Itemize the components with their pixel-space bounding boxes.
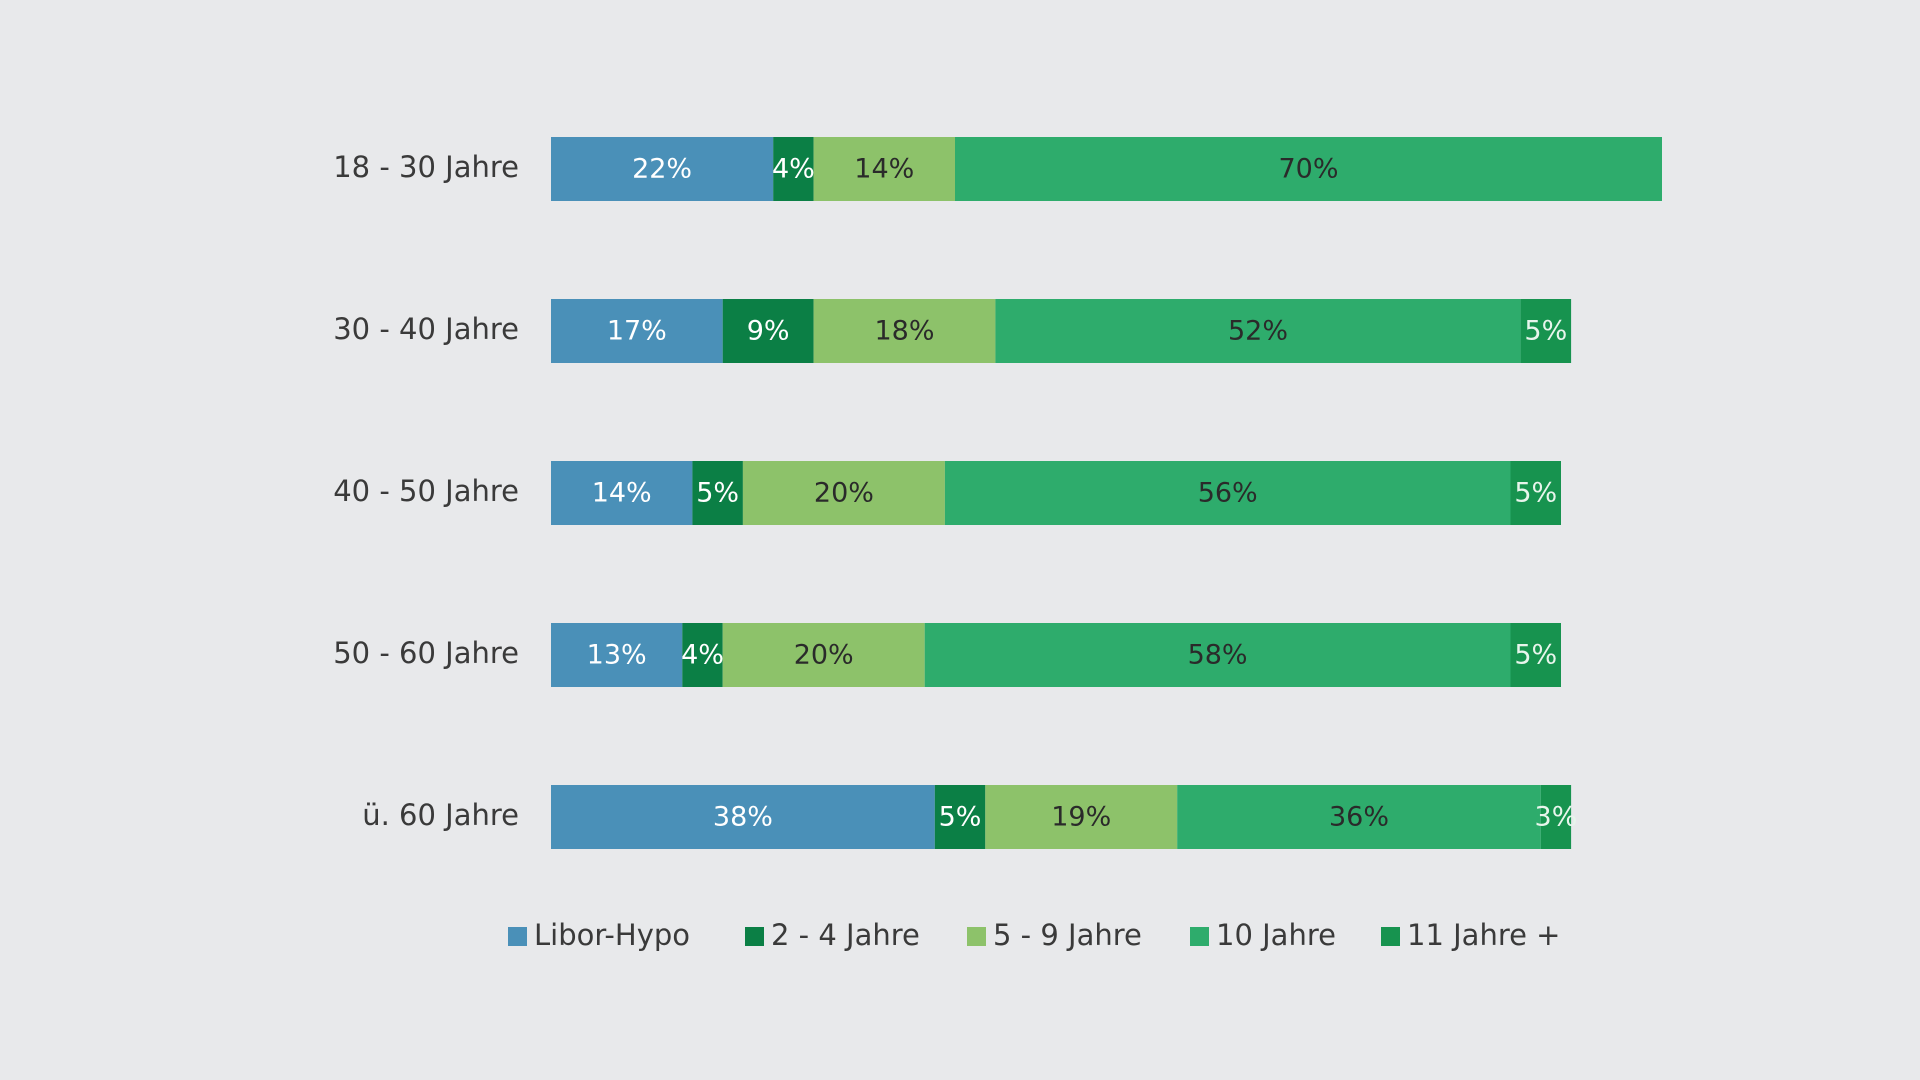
bar-segment [813,299,996,363]
bar-segment [934,785,986,849]
value-label: 14% [592,478,652,509]
legend-swatch [508,927,527,946]
value-label: 4% [681,640,724,671]
bar-segment [1510,461,1561,525]
value-label: 4% [772,154,815,185]
bar-segment [1510,623,1561,687]
value-label: 36% [1329,802,1389,833]
value-label: 5% [1514,478,1557,509]
bar-segment [722,623,925,687]
bar-segment [692,461,743,525]
bar-segment [722,299,814,363]
legend-swatch [1381,927,1400,946]
legend-swatch [967,927,986,946]
legend-label: 2 - 4 Jahre [771,918,920,952]
value-label: 20% [794,640,854,671]
value-label: 70% [1278,154,1338,185]
value-label: 17% [607,316,667,347]
category-label: 18 - 30 Jahre [333,150,519,184]
bar-segment [551,461,693,525]
legend-swatch [1190,927,1209,946]
value-label: 22% [632,154,692,185]
category-label: 50 - 60 Jahre [333,636,519,670]
legend-label: 10 Jahre [1216,918,1336,952]
value-label: 20% [814,478,874,509]
value-label: 19% [1051,802,1111,833]
bar-segment [1520,299,1572,363]
category-label: 40 - 50 Jahre [333,474,519,508]
value-label: 3% [1535,802,1578,833]
bar-segment [995,299,1521,363]
bar-segment [944,461,1511,525]
value-label: 38% [713,802,773,833]
value-label: 52% [1228,316,1288,347]
value-label: 13% [587,640,647,671]
bar-segment [682,623,723,687]
category-label: ü. 60 Jahre [362,798,519,832]
bar-segment [551,137,774,201]
bar-segment [1177,785,1541,849]
value-label: 58% [1188,640,1248,671]
legend-swatch [745,927,764,946]
value-label: 14% [854,154,914,185]
value-label: 56% [1198,478,1258,509]
bar-segment [813,137,955,201]
bar-segment [551,299,723,363]
value-label: 5% [696,478,739,509]
value-label: 9% [747,316,790,347]
bar-segment [985,785,1178,849]
value-label: 5% [939,802,982,833]
bar-segment [742,461,945,525]
value-label: 5% [1524,316,1567,347]
value-label: 5% [1514,640,1557,671]
legend-label: 11 Jahre + [1407,918,1560,952]
category-label: 30 - 40 Jahre [333,312,519,346]
bar-segment [551,623,683,687]
legend-label: 5 - 9 Jahre [993,918,1142,952]
legend-label: Libor-Hypo [534,918,690,952]
bar-segment [773,137,814,201]
bar-segment [924,623,1511,687]
bar-segment [551,785,935,849]
bar-segment [1540,785,1572,849]
value-label: 18% [874,316,934,347]
bar-segment [955,137,1662,201]
